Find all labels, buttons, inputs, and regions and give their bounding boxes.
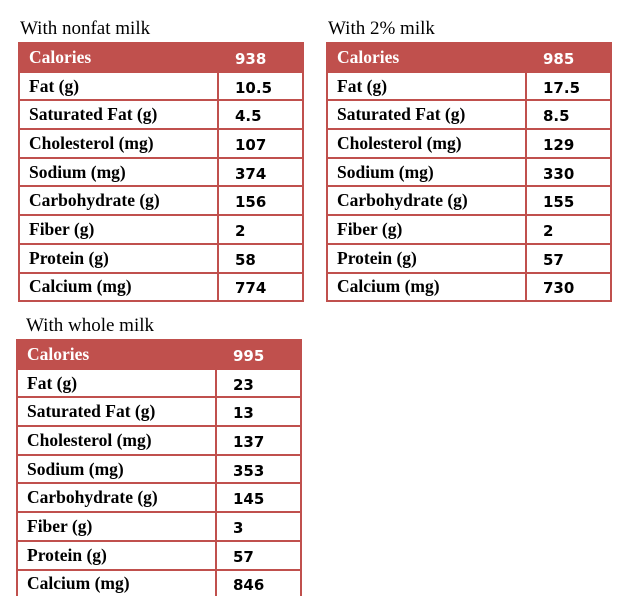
nutrient-value: 846 (215, 568, 302, 596)
nutrient-label: Calcium (mg) (326, 271, 527, 303)
nutrient-value: 353 (215, 453, 302, 485)
nutrient-value: 330 (525, 156, 612, 188)
header-label: Calories (326, 42, 527, 73)
nutrient-label: Calcium (mg) (18, 271, 219, 303)
nutrient-row: Fiber (g) 2 (18, 214, 304, 245)
nutrient-value: 58 (217, 242, 304, 274)
nutrient-label: Fat (g) (326, 70, 527, 102)
nutrient-label: Fat (g) (16, 367, 217, 399)
nutrient-label: Cholesterol (mg) (326, 128, 527, 159)
nutrient-label: Cholesterol (mg) (16, 425, 217, 456)
nutrient-value: 10.5 (217, 70, 304, 102)
nutrient-value: 4.5 (217, 99, 304, 131)
nutrient-label: Protein (g) (326, 242, 527, 274)
nutrient-value: 3 (215, 511, 302, 542)
nutrient-value: 2 (525, 214, 612, 245)
nutrient-label: Fat (g) (18, 70, 219, 102)
nutrient-row: Carbohydrate (g) 145 (16, 482, 302, 514)
nutrient-label: Saturated Fat (g) (16, 396, 217, 428)
nutrition-block: With whole milk Calories 995 Fat (g) 23 Satur… (16, 313, 302, 596)
nutrition-table: Calories 985 Fat (g) 17.5 Saturated Fat (g) 8… (326, 42, 612, 303)
nutrition-block: With 2% milk Calories 985 Fat (g) 17.5 Satura… (326, 16, 612, 303)
nutrient-label: Carbohydrate (g) (326, 185, 527, 217)
nutrient-label: Carbohydrate (g) (16, 482, 217, 514)
nutrient-row: Saturated Fat (g) 8.5 (326, 99, 612, 131)
nutrient-row: Protein (g) 57 (16, 539, 302, 571)
nutrient-label: Sodium (mg) (18, 156, 219, 188)
nutrient-value: 8.5 (525, 99, 612, 131)
nutrient-value: 774 (217, 271, 304, 303)
nutrient-value: 129 (525, 128, 612, 159)
nutrient-row: Cholesterol (mg) 107 (18, 128, 304, 159)
nutrient-row: Calcium (mg) 846 (16, 568, 302, 596)
header-value: 985 (525, 42, 612, 73)
nutrient-row: Cholesterol (mg) 129 (326, 128, 612, 159)
nutrient-row: Fat (g) 17.5 (326, 70, 612, 102)
nutrient-label: Saturated Fat (g) (326, 99, 527, 131)
table-title: With nonfat milk (20, 18, 151, 39)
nutrient-value: 730 (525, 271, 612, 303)
nutrient-label: Fiber (g) (326, 214, 527, 245)
nutrient-label: Protein (g) (16, 539, 217, 571)
nutrient-row: Sodium (mg) 374 (18, 156, 304, 188)
nutrient-value: 145 (215, 482, 302, 514)
nutrient-row: Sodium (mg) 353 (16, 453, 302, 485)
nutrient-row: Calcium (mg) 730 (326, 271, 612, 303)
nutrient-label: Calcium (mg) (16, 568, 217, 596)
header-row: Calories 938 (18, 42, 304, 73)
nutrient-row: Fiber (g) 3 (16, 511, 302, 542)
nutrient-value: 13 (215, 396, 302, 428)
nutrient-label: Saturated Fat (g) (18, 99, 219, 131)
nutrient-label: Sodium (mg) (16, 453, 217, 485)
header-row: Calories 995 (16, 339, 302, 370)
nutrient-row: Saturated Fat (g) 13 (16, 396, 302, 428)
nutrient-row: Protein (g) 58 (18, 242, 304, 274)
nutrient-row: Carbohydrate (g) 155 (326, 185, 612, 217)
nutrient-label: Carbohydrate (g) (18, 185, 219, 217)
nutrient-row: Saturated Fat (g) 4.5 (18, 99, 304, 131)
nutrition-table: Calories 995 Fat (g) 23 Saturated Fat (g) 13 C… (16, 339, 302, 596)
nutrient-row: Fat (g) 23 (16, 367, 302, 399)
header-label: Calories (16, 339, 217, 370)
nutrient-row: Sodium (mg) 330 (326, 156, 612, 188)
nutrition-table: Calories 938 Fat (g) 10.5 Saturated Fat (g) 4… (18, 42, 304, 303)
nutrient-value: 17.5 (525, 70, 612, 102)
nutrient-row: Calcium (mg) 774 (18, 271, 304, 303)
nutrition-block: With nonfat milk Calories 938 Fat (g) 10.5 Sa… (18, 16, 304, 303)
nutrient-value: 107 (217, 128, 304, 159)
nutrient-label: Fiber (g) (18, 214, 219, 245)
nutrient-row: Cholesterol (mg) 137 (16, 425, 302, 456)
nutrient-value: 57 (525, 242, 612, 274)
header-row: Calories 985 (326, 42, 612, 73)
nutrient-row: Fat (g) 10.5 (18, 70, 304, 102)
nutrient-value: 155 (525, 185, 612, 217)
nutrient-label: Sodium (mg) (326, 156, 527, 188)
table-title: With whole milk (26, 315, 154, 336)
header-value: 938 (217, 42, 304, 73)
nutrient-value: 57 (215, 539, 302, 571)
header-label: Calories (18, 42, 219, 73)
nutrient-label: Fiber (g) (16, 511, 217, 542)
header-value: 995 (215, 339, 302, 370)
table-title: With 2% milk (328, 18, 435, 39)
nutrient-value: 137 (215, 425, 302, 456)
nutrient-value: 374 (217, 156, 304, 188)
nutrient-value: 23 (215, 367, 302, 399)
nutrient-row: Carbohydrate (g) 156 (18, 185, 304, 217)
nutrient-row: Protein (g) 57 (326, 242, 612, 274)
nutrient-value: 2 (217, 214, 304, 245)
nutrient-row: Fiber (g) 2 (326, 214, 612, 245)
nutrient-label: Cholesterol (mg) (18, 128, 219, 159)
nutrient-label: Protein (g) (18, 242, 219, 274)
nutrient-value: 156 (217, 185, 304, 217)
